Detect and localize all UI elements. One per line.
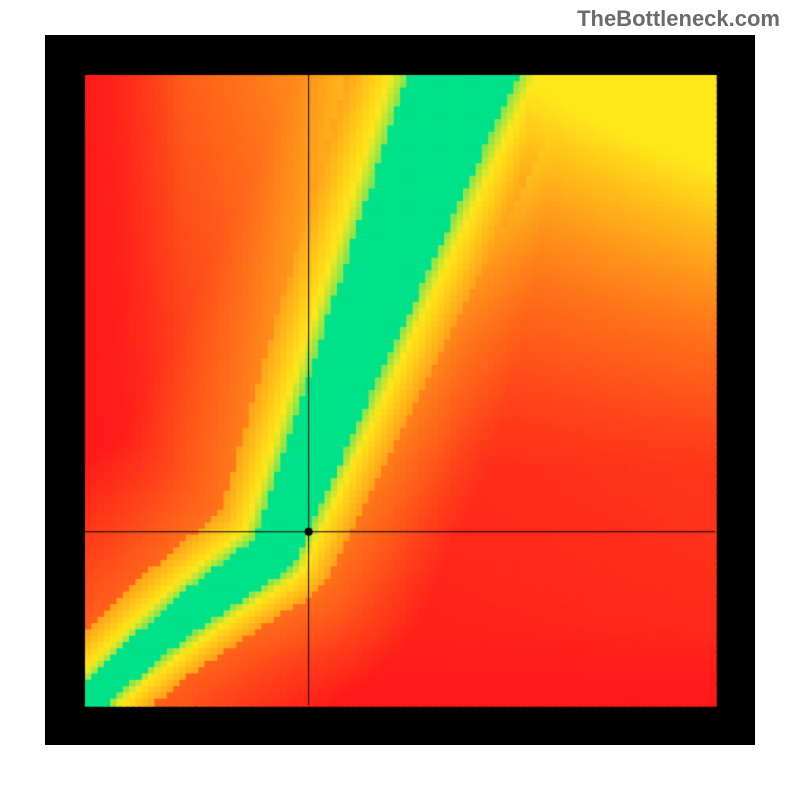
heatmap-canvas <box>45 35 755 745</box>
watermark-text: TheBottleneck.com <box>577 6 780 32</box>
plot-area <box>45 35 755 745</box>
